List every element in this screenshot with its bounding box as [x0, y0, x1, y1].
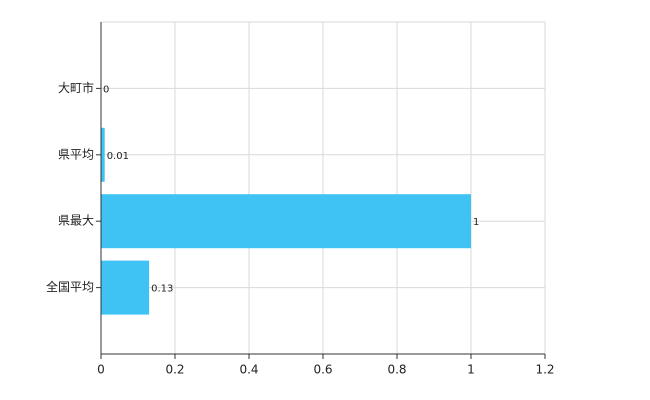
bar — [101, 260, 150, 315]
y-tick-label: 県最大 — [58, 214, 94, 228]
x-tick-label: 0 — [97, 363, 105, 377]
x-tick-label: 1.2 — [535, 363, 554, 377]
y-tick-label: 大町市 — [58, 80, 94, 95]
bar — [101, 194, 471, 249]
x-tick-label: 0.2 — [165, 363, 184, 377]
x-tick-label: 0.4 — [239, 363, 258, 377]
value-label: 1 — [473, 217, 479, 228]
bar — [101, 127, 105, 182]
y-tick-label: 県平均 — [58, 147, 94, 161]
x-tick-label: 0.8 — [387, 363, 406, 377]
x-tick-label: 0.6 — [313, 363, 332, 377]
value-label: 0.13 — [151, 284, 173, 295]
x-tick-label: 1 — [467, 363, 475, 377]
value-label: 0 — [103, 84, 109, 95]
y-tick-label: 全国平均 — [46, 279, 94, 294]
value-label: 0.01 — [107, 151, 129, 162]
